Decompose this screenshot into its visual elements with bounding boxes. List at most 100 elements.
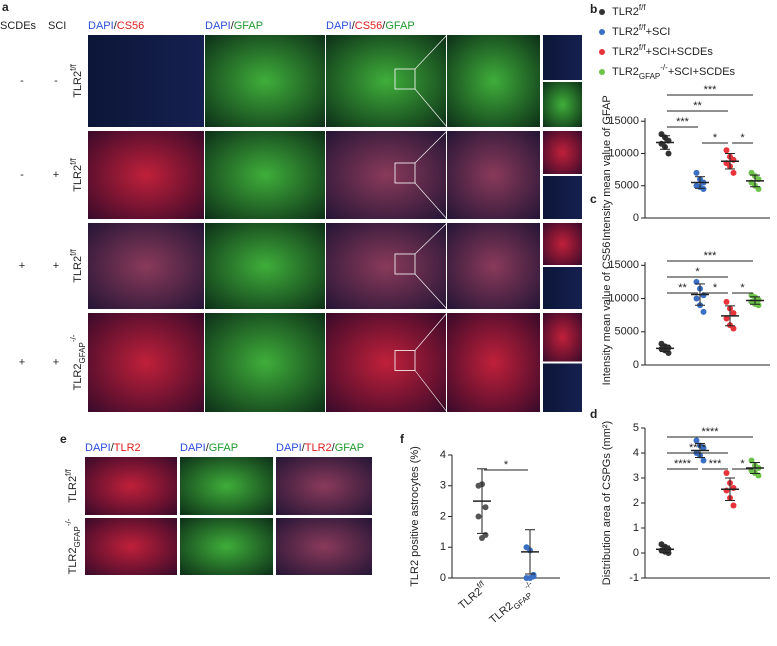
text-part: TLR2 bbox=[72, 364, 84, 391]
header: SCI bbox=[48, 20, 66, 32]
column-header: DAPI/GFAP bbox=[205, 20, 263, 32]
data-point bbox=[693, 169, 700, 176]
zoom-line bbox=[414, 34, 448, 70]
zoom-line bbox=[414, 88, 448, 128]
data-point bbox=[700, 457, 707, 464]
text-part: / bbox=[352, 20, 356, 32]
text-part: TLR2 bbox=[114, 442, 141, 454]
row-label: TLR2f/f bbox=[64, 468, 79, 502]
text-part: TLR2 bbox=[67, 548, 79, 575]
text-part: TLR2 bbox=[612, 26, 639, 38]
micrograph bbox=[447, 313, 540, 412]
micrograph bbox=[543, 267, 582, 309]
row-label: TLR2f/f bbox=[69, 63, 84, 97]
data-point bbox=[693, 295, 700, 302]
significance-label: * bbox=[740, 282, 745, 294]
inset-box bbox=[394, 350, 416, 371]
text-part: f/f bbox=[69, 248, 78, 255]
header: SCDEs bbox=[0, 20, 37, 32]
micrograph bbox=[326, 313, 446, 412]
data-point bbox=[700, 185, 707, 192]
y-tick-label: 3 bbox=[633, 472, 639, 484]
y-tick-label: 15000 bbox=[608, 115, 639, 127]
panel-label: a bbox=[2, 0, 9, 14]
y-tick-label: -1 bbox=[629, 572, 639, 584]
data-point bbox=[723, 487, 730, 494]
legend-label: TLR2f/f+SCI bbox=[612, 23, 670, 38]
text-part: f/f bbox=[639, 23, 646, 32]
x-tick-label: TLR2f/f bbox=[454, 578, 490, 612]
micrograph bbox=[180, 457, 273, 515]
column-header: DAPI/CS56 bbox=[88, 20, 144, 32]
significance-label: **** bbox=[689, 442, 707, 454]
significance-label: * bbox=[740, 132, 745, 144]
micrograph bbox=[88, 223, 204, 309]
micrograph bbox=[543, 313, 582, 362]
data-point bbox=[665, 350, 672, 357]
data-point bbox=[700, 445, 707, 451]
significance-label: *** bbox=[704, 84, 718, 96]
legend-marker bbox=[599, 9, 605, 15]
micrograph bbox=[543, 363, 582, 412]
y-tick-label: 1 bbox=[633, 522, 639, 534]
inset-box bbox=[394, 253, 416, 275]
sci-sign: + bbox=[53, 169, 59, 181]
text-part: -/- bbox=[64, 518, 73, 526]
panel-label: d bbox=[590, 407, 597, 421]
panel-label: c bbox=[590, 192, 597, 206]
micrograph bbox=[543, 131, 582, 174]
y-tick-label: 5 bbox=[633, 422, 639, 434]
zoom-line bbox=[414, 182, 448, 220]
y-axis-label: TLR2 positive astrocytes (%) bbox=[409, 446, 421, 587]
inset-box bbox=[394, 162, 416, 184]
micrograph bbox=[543, 82, 582, 127]
panel-label: f bbox=[400, 432, 405, 446]
significance-label: ** bbox=[678, 282, 687, 294]
significance-label: *** bbox=[676, 116, 690, 128]
zoom-line bbox=[414, 312, 448, 351]
text-part: -/- bbox=[69, 334, 78, 342]
text-part: f/f bbox=[69, 63, 78, 70]
micrograph bbox=[326, 223, 446, 309]
micrograph bbox=[180, 518, 273, 575]
significance-label: * bbox=[695, 266, 700, 278]
scdes-sign: + bbox=[19, 356, 25, 368]
micrograph bbox=[326, 131, 446, 219]
data-point bbox=[723, 470, 730, 476]
column-header: DAPI/TLR2 bbox=[85, 442, 141, 454]
text-part: DAPI bbox=[180, 442, 206, 454]
text-part: / bbox=[382, 20, 386, 32]
text-part: -/- bbox=[660, 63, 668, 72]
micrograph bbox=[543, 176, 582, 219]
data-point bbox=[730, 485, 737, 491]
column-header: DAPI/TLR2/GFAP bbox=[276, 442, 364, 454]
sci-sign: - bbox=[54, 75, 58, 87]
text-part: f/f bbox=[639, 43, 646, 52]
micrograph bbox=[88, 131, 204, 219]
text-part: +SCI bbox=[646, 26, 671, 38]
text-part: GFAP bbox=[73, 526, 82, 547]
text-part: GFAP bbox=[209, 442, 238, 454]
y-axis-label: Distribution area of CSPGs (mm²) bbox=[601, 421, 613, 585]
text-part: GFAP bbox=[512, 591, 534, 612]
micrograph bbox=[447, 35, 540, 127]
text-part: f/f bbox=[639, 3, 646, 12]
y-tick-label: 0 bbox=[633, 547, 639, 559]
panel-label: b bbox=[590, 2, 597, 16]
text-part: GFAP bbox=[78, 342, 87, 363]
data-point bbox=[723, 298, 730, 305]
micrograph bbox=[447, 223, 540, 309]
data-point bbox=[730, 156, 737, 163]
y-axis-label: Intensity mean value of GFAP bbox=[601, 95, 613, 241]
micrograph bbox=[205, 313, 325, 412]
y-tick-label: 3 bbox=[440, 480, 446, 492]
text-part: TLR2 bbox=[67, 476, 79, 503]
text-part: DAPI bbox=[85, 442, 111, 454]
sci-sign: + bbox=[53, 356, 59, 368]
zoom-line bbox=[414, 130, 448, 164]
text-part: GFAP bbox=[385, 20, 414, 32]
text-part: +SCI+SCDEs bbox=[668, 66, 736, 78]
inset-box bbox=[394, 68, 416, 90]
y-tick-label: 5000 bbox=[615, 326, 639, 338]
y-tick-label: 2 bbox=[440, 510, 446, 522]
